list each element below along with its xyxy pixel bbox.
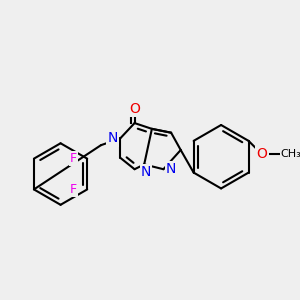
Text: N: N [166, 162, 176, 176]
Text: F: F [70, 183, 77, 196]
Text: O: O [256, 147, 268, 161]
Text: N: N [141, 165, 151, 179]
Text: N: N [107, 131, 118, 146]
Text: F: F [70, 152, 77, 165]
Text: O: O [129, 102, 140, 116]
Text: CH₃: CH₃ [280, 149, 300, 159]
